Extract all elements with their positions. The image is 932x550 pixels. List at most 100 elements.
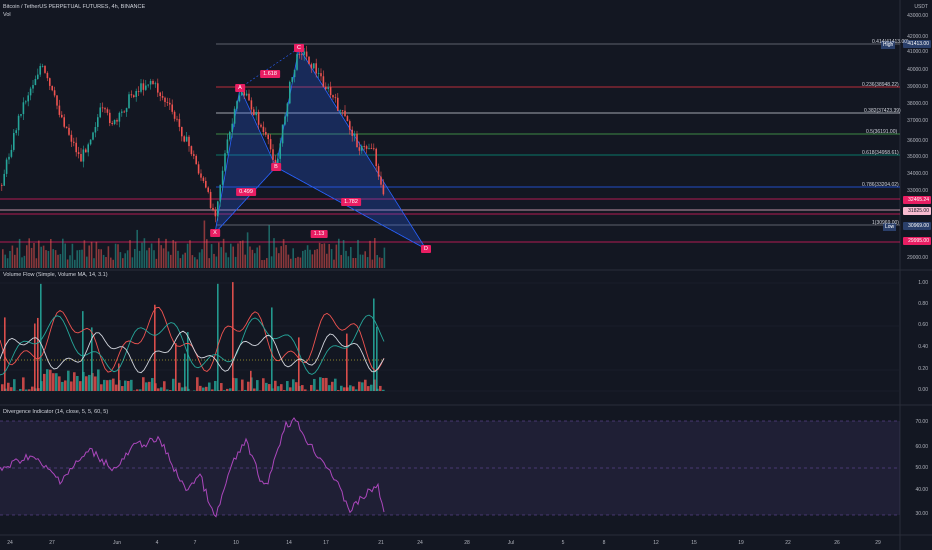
volume-bar [266, 258, 268, 268]
candle-body [231, 123, 233, 132]
candle-body [145, 85, 147, 90]
volume-bar [311, 254, 314, 268]
vf-histogram-bar [85, 376, 88, 391]
candle-body [229, 131, 231, 140]
volume-bar [359, 254, 362, 268]
vf-spike-bar [250, 370, 252, 391]
vf-histogram-bar [355, 389, 358, 391]
candle-body [279, 143, 281, 159]
volume-bar [107, 246, 110, 268]
price-tick-3: 40000.00 [907, 67, 928, 73]
vf-histogram-bar [223, 390, 226, 391]
symbol-title[interactable]: Bitcoin / TetherUS PERPETUAL FUTURES, 4h… [3, 4, 146, 10]
vf-spike-bar [118, 363, 120, 391]
vf-histogram-bar [280, 384, 283, 391]
point-a[interactable]: A [235, 84, 245, 92]
volume-bar [328, 244, 330, 268]
price-tick-5: 38000.00 [907, 101, 928, 107]
pattern-bcd [275, 46, 428, 251]
volume-bar [225, 252, 227, 268]
volume-label[interactable]: Vol [3, 12, 11, 18]
volume-bar [74, 259, 76, 268]
volume-bar [100, 249, 102, 268]
fib-label-2: 0.382(37423.39) [864, 108, 901, 114]
vf-histogram-bar [13, 379, 16, 391]
volume-bar [333, 259, 335, 268]
volume-bar [256, 247, 258, 268]
volume-bar [102, 254, 105, 268]
volume-bar [35, 258, 38, 268]
vf-histogram-bar [193, 390, 196, 391]
candle-body [37, 74, 39, 80]
candle-body [257, 111, 260, 125]
volume-bar [33, 242, 35, 268]
candle-body [173, 111, 176, 119]
candle-body [202, 177, 205, 181]
x-tick-4: 7 [193, 540, 197, 546]
candle-body [305, 51, 308, 57]
volume-bar [263, 259, 266, 268]
candle-body [346, 116, 349, 122]
candle-body [262, 126, 265, 132]
candle-body [128, 94, 130, 109]
vf-histogram-bar [382, 389, 385, 391]
price-tag-alert: 31825.00 [903, 207, 931, 215]
vf-histogram-bar [169, 390, 172, 391]
volume-bar [52, 249, 54, 268]
vf-histogram-bar [133, 390, 136, 391]
candle-body [58, 105, 61, 115]
vf-histogram-bar [361, 382, 364, 391]
candle-body [104, 108, 106, 110]
volume-bar [21, 257, 23, 268]
point-c[interactable]: C [294, 44, 304, 52]
volume-bar [299, 257, 302, 268]
volume-bar [155, 258, 158, 268]
candle-body [353, 133, 356, 136]
vf-histogram-bar [367, 386, 370, 391]
volume-bar [126, 250, 129, 268]
volume-bar [208, 258, 210, 268]
divergence-tick-4: 30.00 [915, 511, 928, 517]
price-tick-7: 36000.00 [907, 138, 928, 144]
vf-histogram-bar [208, 382, 211, 391]
vf-histogram-bar [31, 386, 34, 391]
currency-label: USDT [914, 4, 928, 10]
volume-bar [369, 240, 371, 268]
volume-bar [306, 245, 309, 268]
point-x[interactable]: X [210, 229, 220, 237]
vf-histogram-bar [124, 380, 127, 391]
volume-bar [134, 249, 136, 268]
vf-spike-bar [187, 332, 189, 391]
divergence-label[interactable]: Divergence Indicator (14, close, 5, 5, 6… [3, 409, 109, 415]
candle-body [205, 180, 207, 188]
candle-body [267, 134, 269, 140]
volume-bar [304, 249, 306, 268]
point-d[interactable]: D [421, 245, 431, 253]
candle-body [358, 147, 361, 151]
volume-bar [215, 256, 218, 268]
candle-body [56, 95, 58, 106]
candle-body [241, 91, 243, 96]
vf-histogram-bar [370, 384, 373, 391]
candle-body [63, 117, 65, 127]
volume-bar [66, 259, 69, 268]
candle-body [193, 154, 195, 156]
vf-spike-bar [346, 333, 348, 391]
candle-body [51, 85, 53, 91]
volume-bar [81, 249, 83, 268]
volume-bar [47, 250, 50, 268]
candle-body [298, 54, 301, 55]
vf-spike-bar [217, 283, 219, 391]
volume-bar [234, 256, 237, 268]
point-b[interactable]: B [271, 163, 281, 171]
volume-flow-label[interactable]: Volume Flow (Simple, Volume MA, 14, 3.1) [3, 272, 108, 278]
volume-bar [105, 256, 107, 268]
volume-bar [210, 244, 213, 268]
vf-histogram-bar [79, 381, 82, 391]
volume-bar [162, 248, 165, 268]
vf-histogram-bar [157, 388, 160, 391]
volume-bar [345, 250, 347, 268]
candle-body [255, 111, 257, 116]
